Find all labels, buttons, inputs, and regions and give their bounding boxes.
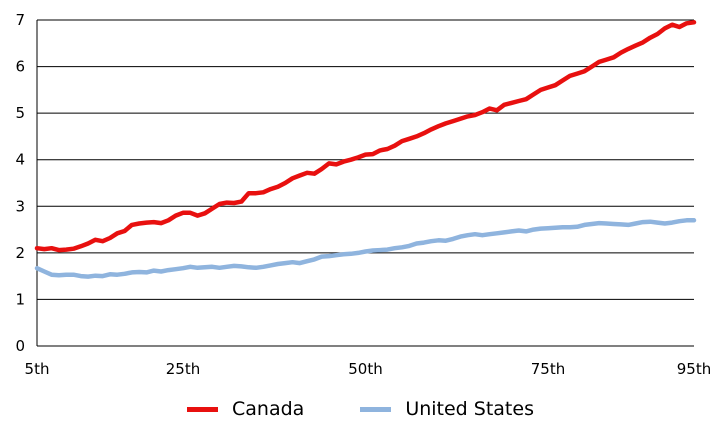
- series-line-united-states: [34, 218, 697, 279]
- legend-label-united-states: United States: [405, 398, 534, 420]
- y-tick-label: 5: [15, 104, 25, 122]
- x-tick-label: 5th: [25, 360, 50, 378]
- legend-swatch-united-states: [360, 406, 392, 412]
- legend-item-united-states: United States: [360, 398, 534, 420]
- y-tick-label: 4: [15, 151, 25, 169]
- y-tick-label: 0: [15, 337, 25, 355]
- y-tick-label: 6: [15, 58, 25, 76]
- y-tick-labels: 0 1 2 3 4 5 6 7: [15, 11, 25, 355]
- legend-swatch-canada: [187, 406, 218, 412]
- y-tick-label: 3: [15, 197, 25, 215]
- x-tick-label: 50th: [348, 360, 382, 378]
- line-chart: 0 1 2 3 4 5 6 7 5th 25th 50th 75th 95th: [15, 11, 712, 378]
- series-lines: [34, 20, 697, 279]
- chart-legend: Canada United States: [0, 394, 721, 424]
- y-tick-label: 2: [15, 244, 25, 262]
- axes: [36, 20, 694, 347]
- legend-item-canada: Canada: [187, 398, 304, 420]
- x-tick-labels: 5th 25th 50th 75th 95th: [25, 360, 712, 378]
- legend-label-canada: Canada: [232, 398, 305, 420]
- series-line-canada: [34, 20, 697, 253]
- y-tick-label: 1: [15, 290, 25, 308]
- x-tick-label: 75th: [531, 360, 565, 378]
- x-tick-label: 25th: [166, 360, 200, 378]
- y-tick-label: 7: [15, 11, 25, 29]
- x-tick-label: 95th: [677, 360, 711, 378]
- grid-lines: [37, 19, 694, 300]
